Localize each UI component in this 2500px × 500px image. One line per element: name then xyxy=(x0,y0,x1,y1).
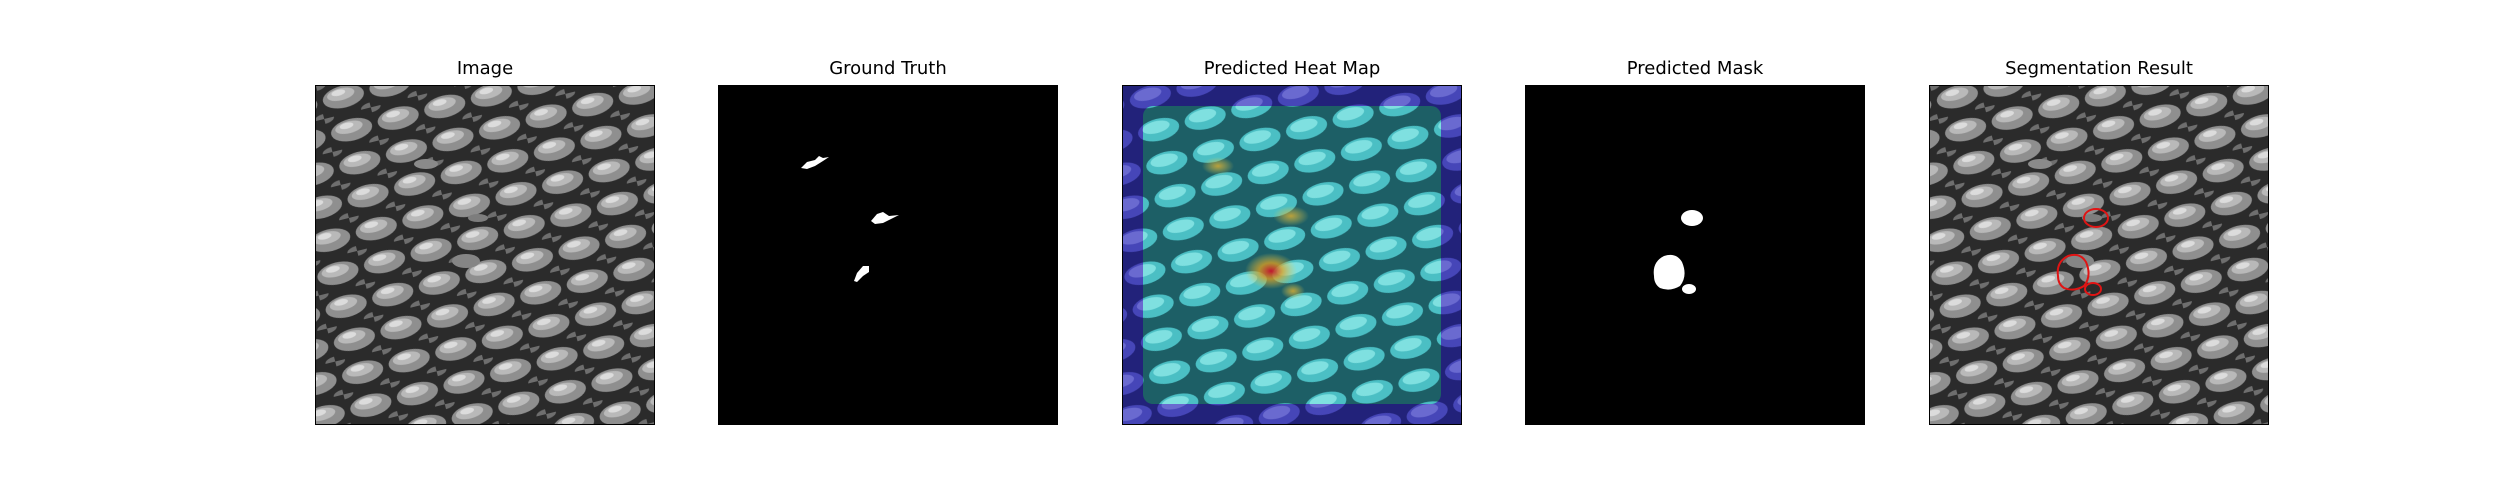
defect-region xyxy=(414,159,438,169)
defect-region xyxy=(452,254,480,268)
mask-blob xyxy=(1682,284,1696,294)
mask-blob xyxy=(871,212,899,224)
mask-blob xyxy=(801,156,829,169)
panel-segmentation-result: Segmentation Result xyxy=(1929,0,2269,500)
mask-blob xyxy=(854,266,869,282)
panel-title: Segmentation Result xyxy=(2005,58,2193,79)
panel-title: Predicted Heat Map xyxy=(1203,58,1381,79)
contour xyxy=(2084,282,2102,296)
heat-spot xyxy=(1281,283,1305,299)
segmentation-result xyxy=(1929,85,2269,425)
predicted-mask xyxy=(1525,85,1865,425)
mask-blob xyxy=(1681,210,1703,226)
panel-title: Image xyxy=(456,58,514,79)
defect-region xyxy=(468,214,488,222)
panel-image: Image xyxy=(315,0,655,500)
source-image xyxy=(315,85,655,425)
panel-title: Predicted Mask xyxy=(1626,58,1764,79)
panel-heat-map: Predicted Heat Map xyxy=(1122,0,1462,500)
heat-spot xyxy=(1202,157,1234,175)
heat-map xyxy=(1122,85,1462,425)
heat-spot-hot xyxy=(1245,253,1297,289)
panel-predicted-mask: Predicted Mask xyxy=(1525,0,1865,500)
panel-title: Ground Truth xyxy=(829,58,947,79)
mask-blob xyxy=(1653,254,1685,290)
contour xyxy=(2056,253,2090,291)
contour xyxy=(2083,208,2109,228)
ground-truth-mask xyxy=(718,85,1058,425)
heat-spot xyxy=(1273,206,1309,226)
panel-ground-truth: Ground Truth xyxy=(718,0,1058,500)
